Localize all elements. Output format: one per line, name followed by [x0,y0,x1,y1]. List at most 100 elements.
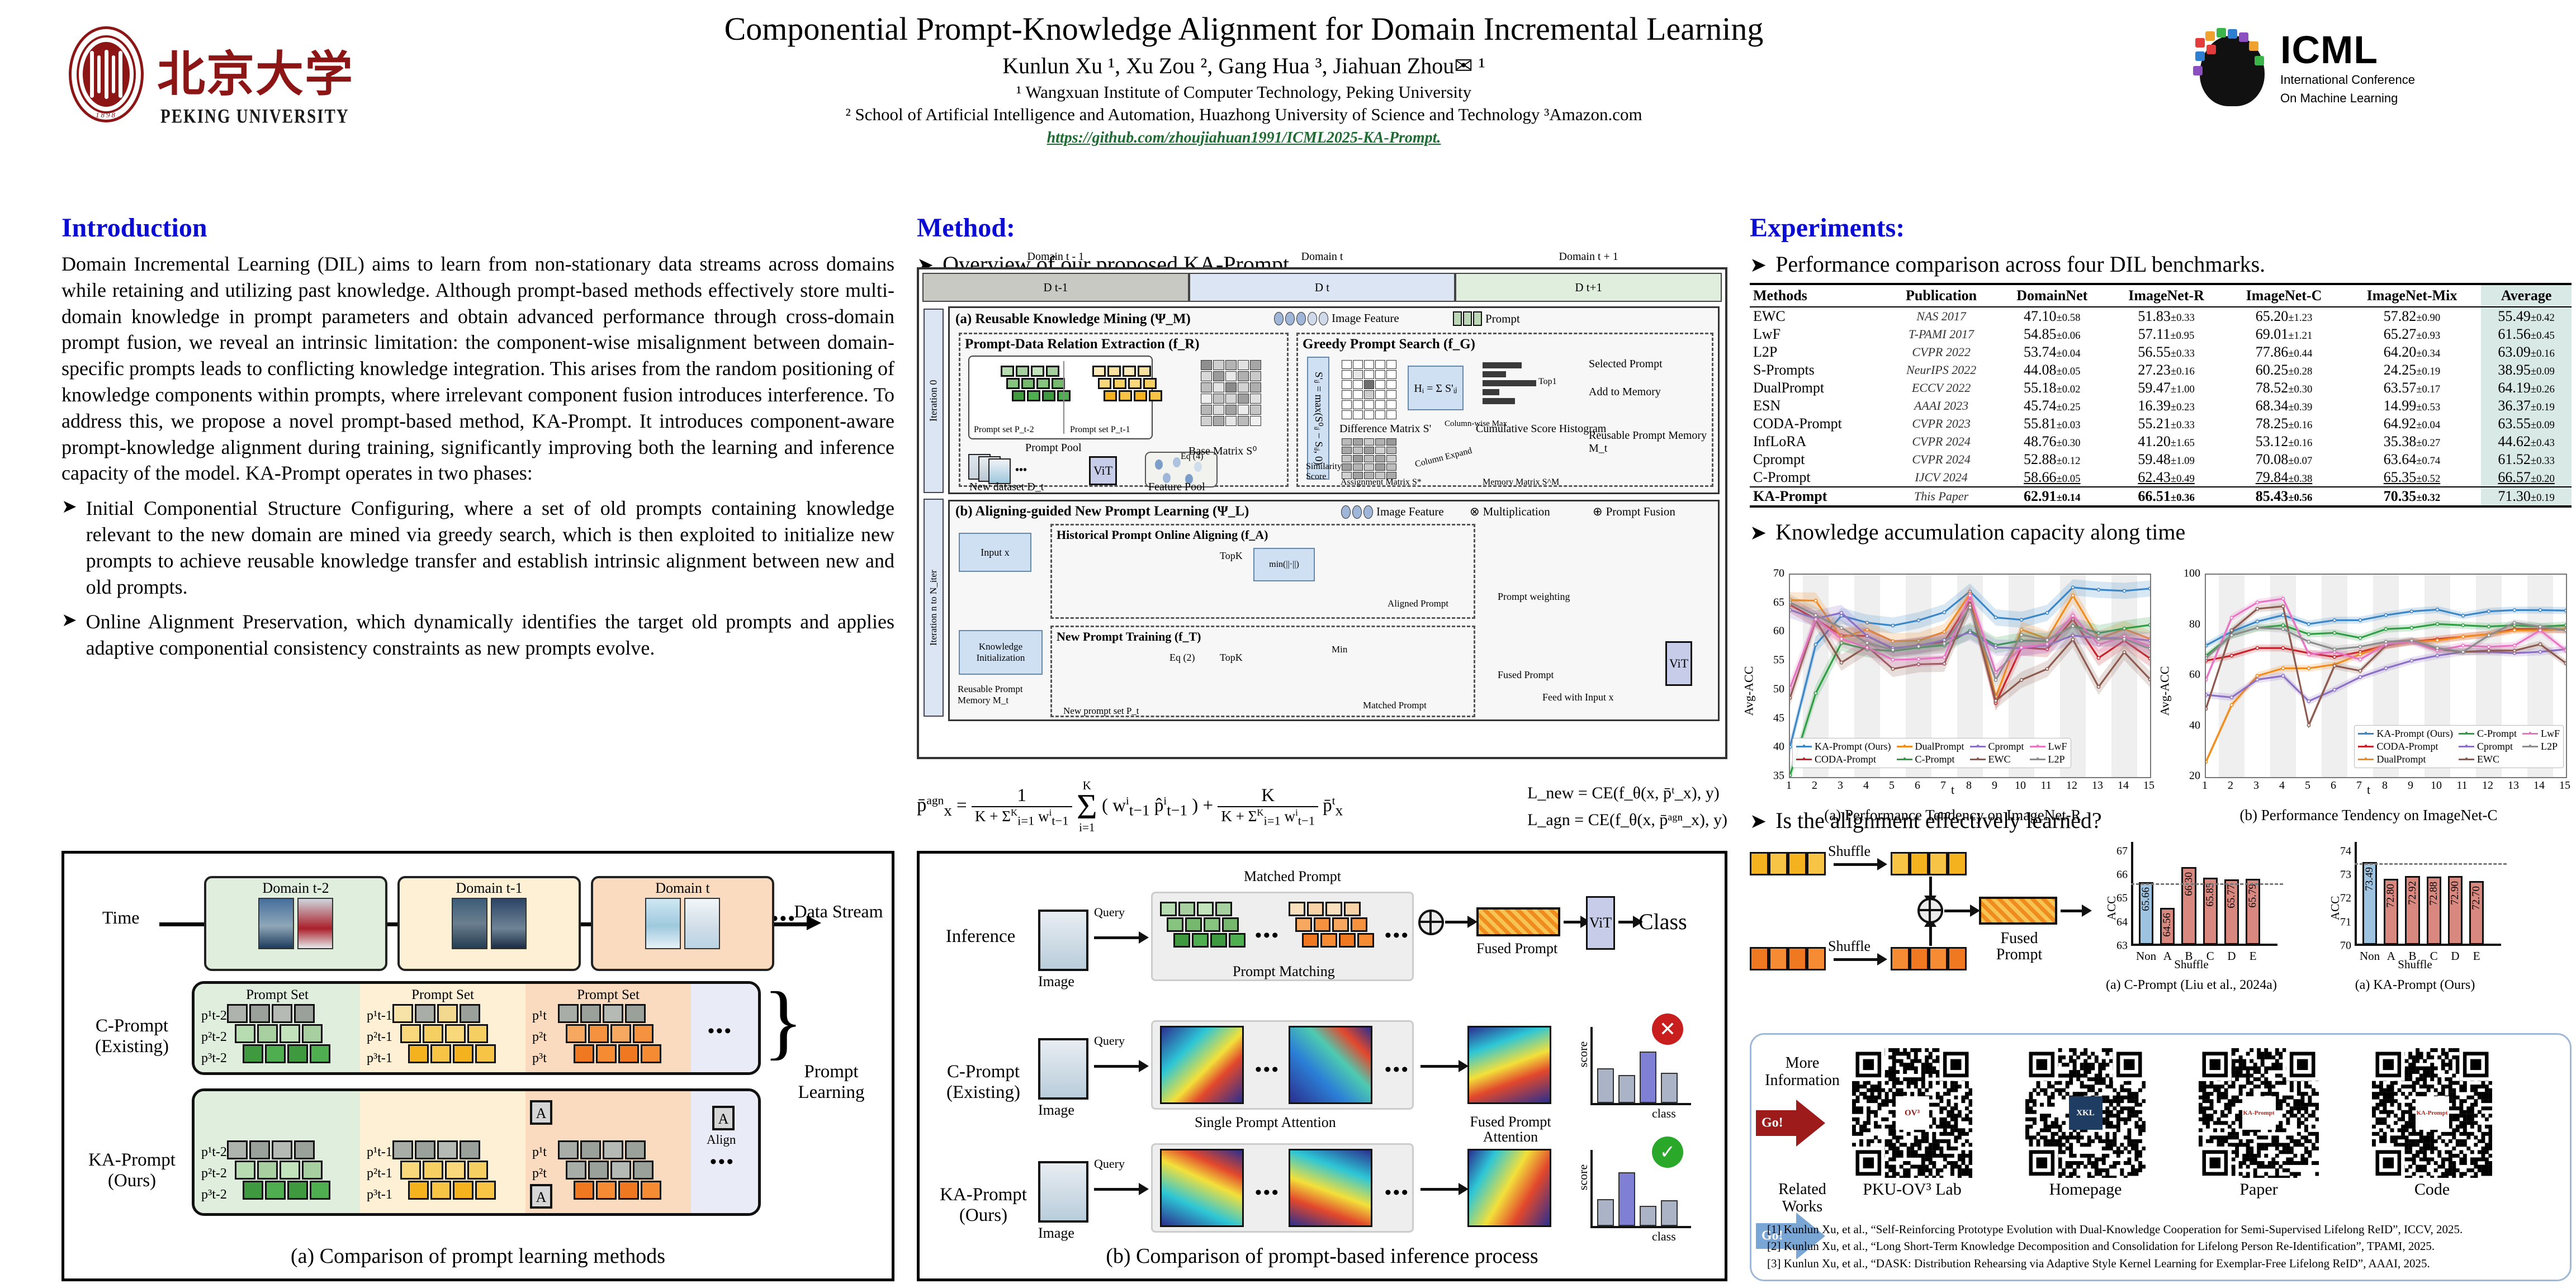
project-link[interactable]: https://github.com/zhoujiahuan1991/ICML2… [1046,129,1441,146]
x-tick: 9 [1992,779,1997,792]
bullet-2-text: Online Alignment Preservation, which dyn… [86,610,894,660]
legend-item: C-Prompt [2458,728,2517,740]
bullet-1-text: Initial Componential Structure Configuri… [86,497,894,598]
x-tick: 6 [2331,779,2336,792]
qr-code-paper[interactable]: KA-Prompt [2199,1048,2319,1178]
legend-item: EWC [2458,754,2517,765]
cumulative-histogram-label: Cumulative Score Histogram [1476,423,1607,435]
bar: 72.80 [2384,878,2399,945]
y-tick: 50 [1773,683,1784,695]
related-works-label: Related Works [1778,1181,1826,1215]
table-header-imagenet-mix: ImageNet-Mix [2342,283,2482,307]
qr-cell-code[interactable]: KA-Prompt Code [2372,1048,2492,1199]
prompt-chips-yellow-after [1891,852,1967,875]
class-output-label: Class [1639,909,1687,934]
cell-method: DualPrompt [1753,380,1825,396]
prompt-id: p²t-1 [367,1030,392,1044]
legend-item: CODA-Prompt [1796,754,1891,765]
qr-cell-pku-lab[interactable]: OV³ PKU-OV³ Lab [1852,1048,1972,1199]
legend-label: DualPrompt [1915,741,1964,752]
bar: 65.66 [2139,882,2154,945]
cell-method: C-Prompt [1753,469,1811,485]
table-row: CODA-Prompt CVPR 2023 55.81±0.03 55.21±0.33… [1750,415,2572,433]
new-prompt-set-label: New prompt set P_t [1063,705,1139,716]
subpanel-title: Historical Prompt Online Aligning (f_A) [1057,528,1268,542]
bar-y-tick: 67 [2116,845,2128,858]
topk-label: TopK [1220,550,1243,561]
x-tick: 2 [2228,779,2233,792]
figure-b-row-label-cprompt: C-Prompt (Existing) [946,1062,1020,1102]
y-tick: 60 [1773,624,1784,637]
cell-value: 63.09±0.16 [2481,343,2572,361]
icml-brain-icon [2193,27,2271,111]
cell-value: 70.08±0.07 [2255,451,2313,467]
reference-list: [1] Kunlun Xu, et al., “Self-Reinforcing… [1767,1221,2556,1272]
section-heading-method: Method: [917,213,1015,243]
score-bar-chart-good: score class [1576,1150,1691,1243]
correct-verdict-icon: ✓ [1652,1137,1683,1168]
iteration-label-n: Iteration n to N_iter [928,570,939,646]
align-label: Align [707,1133,736,1147]
qr-cell-homepage[interactable]: XKL Homepage [2025,1048,2146,1199]
experiments-subhead-3-text: Is the alignment effectively learned? [1775,808,2102,833]
prompt-id: p³t-1 [367,1187,392,1202]
bar-value: 72.80 [2385,883,2397,908]
bar-value: 65.85 [2204,882,2216,907]
fused-prompt-attention-map-1 [1467,1026,1551,1104]
chart-legend: KA-Prompt (Ours) C-Prompt LwF CODA-Prompt Cp… [2354,725,2564,768]
legend-image-feature-2: Image Feature [1341,505,1444,519]
attention-map-4 [1289,1149,1372,1227]
domain-label: Domain t-2 [262,880,329,896]
difference-matrix [1342,360,1396,419]
cell-value: 62.91±0.14 [1996,486,2108,508]
legend-prompt-fusion: ⊕ Prompt Fusion [1593,505,1675,519]
x-tick: 9 [2408,779,2413,792]
cell-value: 66.57±0.20 [2481,468,2572,487]
cell-publication: CVPR 2022 [1912,345,1971,359]
x-tick: 15 [2559,779,2570,792]
query-label: Query [1094,1157,1125,1171]
qr-code-code[interactable]: KA-Prompt [2372,1048,2492,1178]
bar-y-tick: 73 [2340,868,2351,881]
cell-value: 59.47±1.00 [2138,380,2195,396]
x-tick: 11 [2040,779,2052,792]
qr-code-pku-lab[interactable]: OV³ [1852,1048,1972,1178]
prompt-learning-brace: } [763,975,803,1068]
qr-cell-paper[interactable]: KA-Prompt Paper [2199,1048,2319,1199]
performance-table: Methods Publication DomainNet ImageNet-R… [1750,283,2572,508]
table-header-domainnet: DomainNet [1996,283,2108,307]
prompt-pool-box: Prompt set P_t-2 Prompt set P_t-1 [968,356,1162,439]
domain-arrow-labels: Domain t - 1 Domain t Domain t + 1 [922,250,1722,267]
qr-code-homepage[interactable]: XKL [2025,1048,2146,1178]
cell-publication: This Paper [1886,486,1997,508]
pku-seal-icon: 1898 [64,24,148,125]
go-arrow-red[interactable]: Go! [1756,1100,1825,1147]
title-block: Componential Prompt-Knowledge Alignment … [425,11,2063,147]
difference-matrix-label: Difference Matrix S' [1339,423,1432,435]
bar-category: B [2408,949,2417,963]
prompt-set-label: Prompt Set [246,987,309,1002]
cell-method: LwF [1753,326,1781,342]
band-dots: ••• [708,1021,733,1041]
legend-label: LwF [2048,741,2067,752]
eq4-label-1: Eq (4) [1181,452,1204,461]
more-information-label: More Information [1765,1054,1840,1089]
cell-value: 55.21±0.33 [2138,415,2195,432]
bar-y-tick: 63 [2116,939,2128,952]
cell-value: 63.57±0.17 [2383,380,2441,396]
cell-value: 57.11±0.95 [2138,326,2195,342]
prompt-set-label: Prompt Set [411,987,474,1002]
cell-value: 78.25±0.16 [2255,415,2313,432]
prompt-icon [1453,311,1482,326]
inference-input-image [1038,910,1088,971]
y-tick: 65 [1773,596,1784,609]
x-tick: 12 [2482,779,2493,792]
bar-category: A [2386,949,2395,963]
x-tick: 5 [2305,779,2310,792]
legend-label: EWC [2476,754,2499,765]
cell-value: 36.37±0.19 [2481,397,2572,415]
prompt-chips-orange-after [1891,947,1967,970]
cell-value: 55.81±0.03 [2024,415,2081,432]
x-axis-label: t [1950,783,1955,797]
go-arrow-blue[interactable]: Go! [1756,1213,1825,1259]
